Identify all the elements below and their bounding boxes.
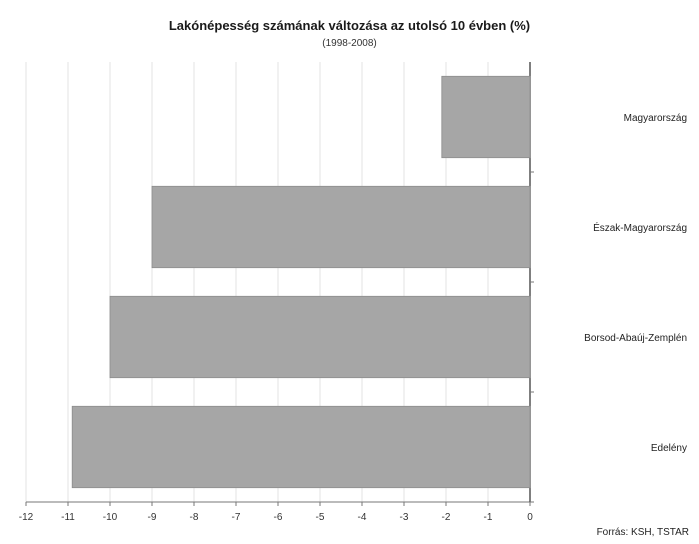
x-tick-label: -6 xyxy=(274,512,283,523)
x-tick-label: -7 xyxy=(232,512,241,523)
category-label: Edelény xyxy=(651,443,687,454)
category-label: Magyarország xyxy=(624,113,687,124)
x-tick-label: -5 xyxy=(316,512,325,523)
x-tick-label: -10 xyxy=(103,512,118,523)
chart-title: Lakónépesség számának változása az utols… xyxy=(168,18,531,33)
bar xyxy=(441,75,531,159)
bar xyxy=(109,295,531,379)
bar xyxy=(151,185,531,269)
x-tick-label: -3 xyxy=(400,512,409,523)
category-label: Borsod-Abaúj-Zemplén xyxy=(584,333,687,344)
x-tick-label: -11 xyxy=(61,512,75,523)
chart-subtitle: (1998-2008) xyxy=(322,38,377,49)
x-tick-label: -4 xyxy=(358,512,367,523)
bar xyxy=(71,405,531,489)
category-label: Észak-Magyarország xyxy=(593,221,687,234)
x-tick-label: -8 xyxy=(190,512,199,523)
x-tick-label: -1 xyxy=(484,512,493,523)
x-tick-label: 0 xyxy=(527,512,533,523)
x-tick-label: -12 xyxy=(19,512,34,523)
x-tick-label: -2 xyxy=(442,512,451,523)
source-note: Forrás: KSH, TSTAR xyxy=(596,527,689,538)
x-tick-label: -9 xyxy=(148,512,157,523)
